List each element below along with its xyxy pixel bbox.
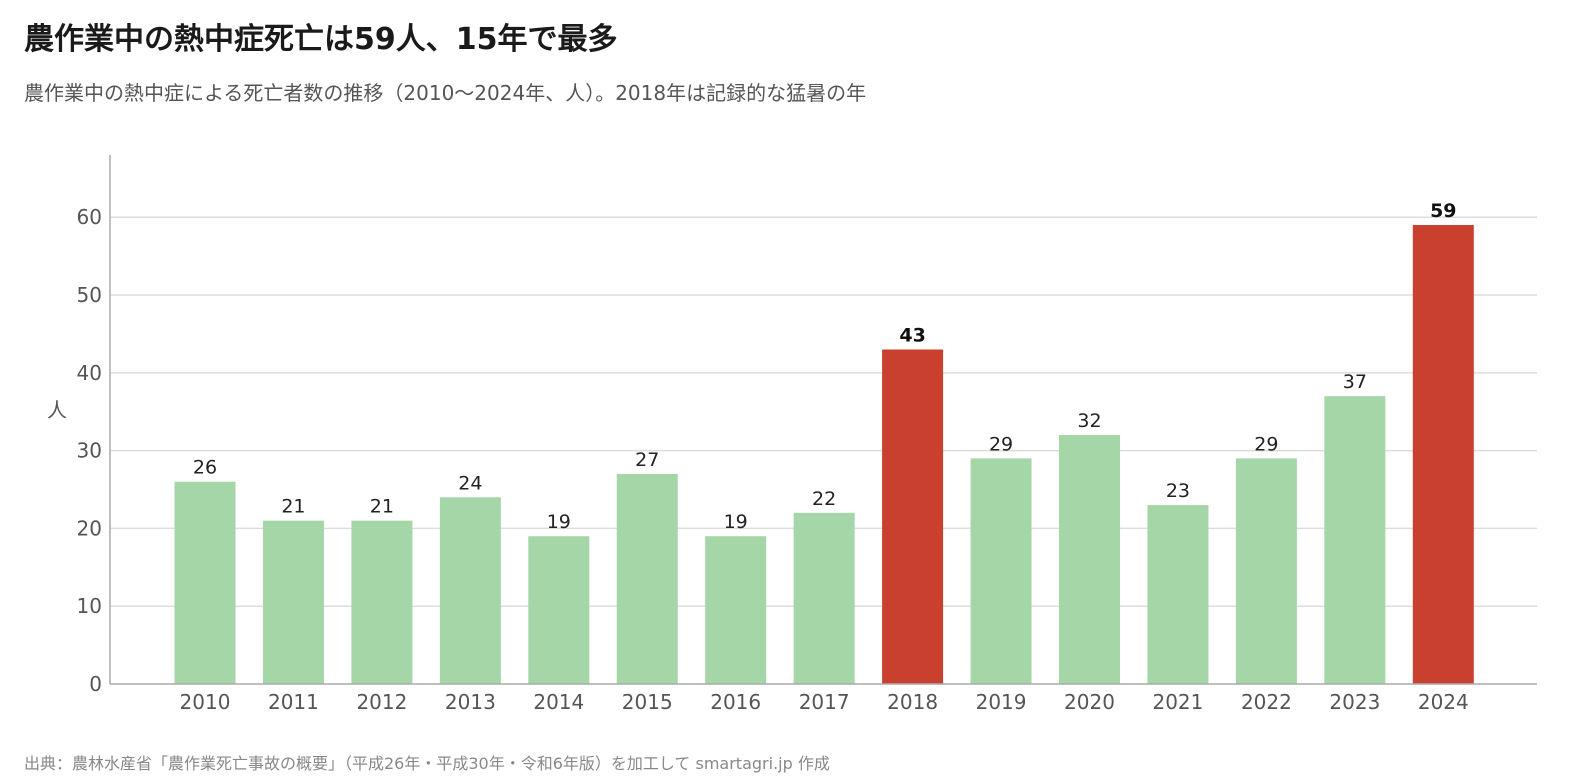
y-tick-label: 30 (77, 439, 102, 463)
bar-2018 (882, 349, 944, 684)
bar-2017 (793, 512, 855, 684)
data-label-2019: 29 (989, 433, 1013, 455)
y-tick-label: 20 (77, 516, 102, 540)
bar-2013 (439, 497, 501, 684)
data-label-2013: 24 (458, 472, 482, 494)
x-tick-label-2017: 2017 (799, 690, 850, 714)
data-label-2017: 22 (812, 488, 836, 510)
y-tick-label: 0 (89, 672, 102, 696)
data-label-2016: 19 (724, 511, 748, 533)
data-label-2022: 29 (1254, 433, 1278, 455)
data-label-2012: 21 (370, 496, 394, 518)
bar-2011 (262, 520, 324, 684)
x-tick-label-2014: 2014 (533, 690, 584, 714)
bar-2016 (705, 536, 767, 684)
data-label-2021: 23 (1166, 480, 1190, 502)
data-label-2020: 32 (1077, 410, 1101, 432)
y-axis-label: 人 (47, 398, 67, 422)
x-tick-label-2016: 2016 (710, 690, 761, 714)
y-tick-label: 10 (77, 594, 102, 618)
bar-2023 (1324, 396, 1386, 684)
x-tick-label-2021: 2021 (1152, 690, 1203, 714)
x-tick-label-2011: 2011 (268, 690, 319, 714)
y-tick-label: 60 (77, 205, 102, 229)
x-tick-label-2024: 2024 (1418, 690, 1469, 714)
bar-chart: 0 10 20 30 40 50 60 26 2010 21 2011 21 2012 24 2013 19 2… (47, 155, 1537, 714)
bar-2012 (351, 520, 413, 684)
data-label-2014: 19 (547, 511, 571, 533)
bar-2022 (1235, 458, 1297, 684)
data-label-2023: 37 (1343, 371, 1367, 393)
bar-2020 (1059, 435, 1120, 684)
x-tick-label-2013: 2013 (445, 690, 496, 714)
bar-2010 (174, 481, 236, 684)
data-label-2024: 59 (1430, 200, 1456, 222)
x-tick-label-2022: 2022 (1241, 690, 1292, 714)
x-tick-label-2015: 2015 (622, 690, 673, 714)
x-tick-label-2010: 2010 (180, 690, 231, 714)
bar-2021 (1147, 505, 1209, 684)
chart-subtitle: 農作業中の熱中症による死亡者数の推移（2010〜2024年、人）。2018年は記… (24, 81, 867, 105)
x-tick-label-2019: 2019 (976, 690, 1027, 714)
y-tick-label: 50 (77, 283, 102, 307)
data-label-2015: 27 (635, 449, 659, 471)
bar-2019 (970, 458, 1032, 684)
bar-2015 (616, 473, 678, 684)
x-tick-label-2023: 2023 (1329, 690, 1380, 714)
data-label-2010: 26 (193, 457, 217, 479)
data-label-2018: 43 (899, 324, 925, 346)
chart-title: 農作業中の熱中症死亡は59人、15年で最多 (24, 22, 618, 57)
x-tick-label-2020: 2020 (1064, 690, 1115, 714)
x-tick-label-2012: 2012 (356, 690, 407, 714)
bar-2014 (528, 536, 590, 684)
data-label-2011: 21 (281, 496, 305, 518)
x-tick-label-2018: 2018 (887, 690, 938, 714)
bar-2024 (1412, 225, 1474, 684)
source-note: 出典：農林水産省「農作業死亡事故の概要」（平成26年・平成30年・令和6年版）を… (24, 754, 830, 773)
y-tick-label: 40 (77, 361, 102, 385)
